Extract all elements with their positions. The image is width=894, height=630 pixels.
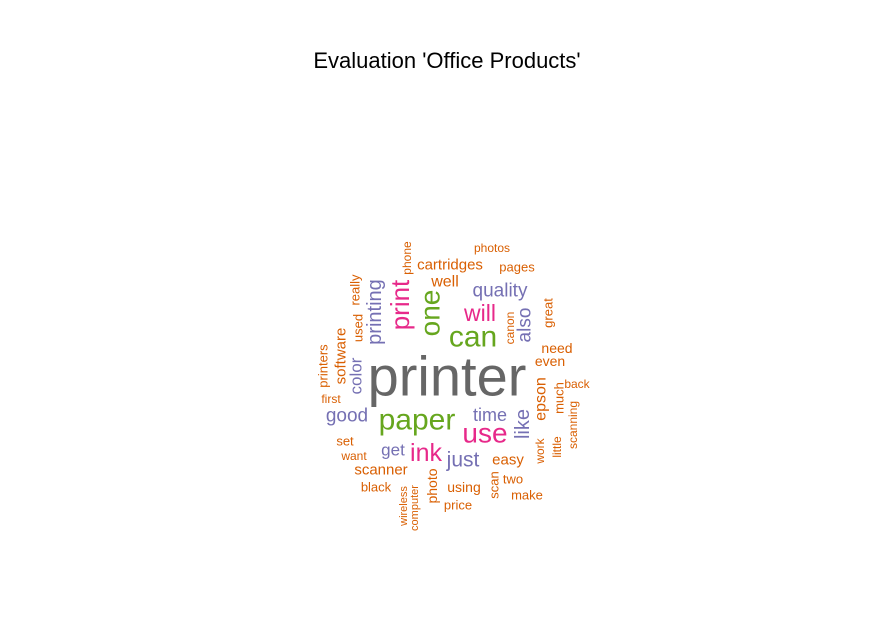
- word-back: back: [564, 377, 590, 391]
- word-wireless: wireless: [398, 486, 410, 527]
- word-using: using: [447, 479, 480, 495]
- word-need: need: [541, 340, 572, 356]
- word-time: time: [473, 405, 507, 425]
- word-make: make: [511, 488, 543, 503]
- word-ink: ink: [410, 439, 442, 467]
- word-printing: printing: [364, 279, 386, 345]
- word-first: first: [321, 392, 341, 406]
- word-use: use: [462, 418, 507, 449]
- word-good: good: [326, 406, 368, 427]
- word-can: can: [449, 321, 497, 354]
- word-little: little: [550, 436, 564, 458]
- word-canon: canon: [503, 312, 517, 345]
- word-well: well: [430, 274, 459, 291]
- word-computer: computer: [409, 485, 421, 531]
- word-phone: phone: [400, 241, 414, 275]
- word-printers: printers: [316, 344, 331, 388]
- word-set: set: [336, 434, 354, 449]
- word-even: even: [535, 353, 565, 369]
- word-one: one: [415, 290, 446, 337]
- word-get: get: [381, 441, 405, 460]
- word-scanner: scanner: [354, 462, 407, 479]
- word-pages: pages: [499, 260, 535, 275]
- word-epson: epson: [533, 377, 550, 421]
- word-printer: printer: [368, 345, 527, 408]
- word-work: work: [533, 437, 547, 464]
- word-two: two: [503, 472, 523, 487]
- word-will: will: [463, 300, 496, 326]
- word-color: color: [347, 357, 366, 394]
- word-just: just: [446, 449, 480, 472]
- word-black: black: [361, 480, 392, 495]
- word-software: software: [333, 328, 350, 385]
- word-photos: photos: [474, 241, 510, 255]
- word-price: price: [444, 498, 472, 513]
- word-paper: paper: [379, 404, 456, 437]
- word-much: much: [552, 382, 567, 414]
- word-scan: scan: [487, 471, 502, 498]
- word-really: really: [348, 274, 363, 306]
- word-quality: quality: [473, 281, 528, 302]
- word-great: great: [541, 298, 556, 328]
- word-want: want: [340, 449, 367, 463]
- word-cartridges: cartridges: [417, 257, 483, 274]
- word-scanning: scanning: [566, 401, 580, 449]
- word-used: used: [351, 314, 366, 342]
- word-also: also: [515, 308, 536, 343]
- word-print: print: [385, 279, 415, 330]
- chart-title: Evaluation 'Office Products': [313, 48, 581, 73]
- word-like: like: [512, 409, 534, 439]
- word-photo: photo: [424, 468, 440, 503]
- word-easy: easy: [492, 452, 524, 469]
